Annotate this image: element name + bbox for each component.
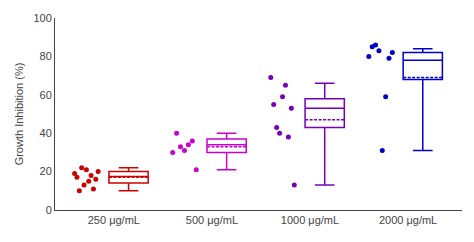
svg-text:0: 0 — [46, 204, 52, 216]
svg-text:Growth Inhibition (%): Growth Inhibition (%) — [13, 63, 25, 166]
svg-text:100: 100 — [33, 12, 51, 24]
svg-text:60: 60 — [40, 89, 52, 101]
svg-text:40: 40 — [40, 127, 52, 139]
svg-text:500 μg/mL: 500 μg/mL — [186, 214, 238, 226]
svg-text:1000 μg/mL: 1000 μg/mL — [281, 214, 339, 226]
svg-text:2000 μg/mL: 2000 μg/mL — [379, 214, 437, 226]
svg-text:80: 80 — [40, 50, 52, 62]
svg-text:250 μg/mL: 250 μg/mL — [88, 214, 140, 226]
svg-text:20: 20 — [40, 165, 52, 177]
